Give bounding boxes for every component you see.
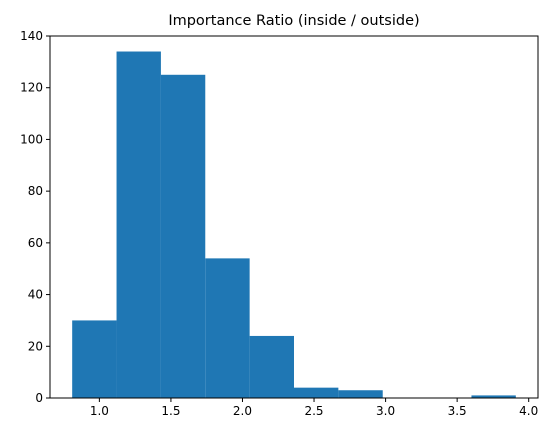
x-tick-label: 1.0 bbox=[90, 404, 109, 418]
y-tick-label: 60 bbox=[28, 236, 43, 250]
x-tick-label: 2.0 bbox=[233, 404, 252, 418]
histogram-bar bbox=[160, 74, 206, 399]
histogram-bar bbox=[249, 335, 294, 398]
histogram-bar bbox=[338, 390, 383, 398]
y-tick-label: 100 bbox=[20, 132, 43, 146]
histogram-bar bbox=[471, 395, 516, 398]
x-tick-label: 1.5 bbox=[161, 404, 180, 418]
x-axis: 1.0 1.5 2.0 2.5 3.0 3.5 4.0 bbox=[90, 398, 538, 418]
y-tick-label: 20 bbox=[28, 339, 43, 353]
x-tick-label: 3.5 bbox=[448, 404, 467, 418]
plot-frame bbox=[49, 35, 539, 399]
y-tick-label: 140 bbox=[20, 29, 43, 43]
x-tick-label: 3.0 bbox=[376, 404, 395, 418]
histogram-bar bbox=[294, 387, 339, 398]
x-tick-label: 2.5 bbox=[304, 404, 323, 418]
histogram-bar bbox=[205, 258, 250, 398]
y-axis: 0 20 40 60 80 100 120 140 bbox=[20, 29, 50, 405]
bars-group bbox=[72, 51, 516, 399]
chart-title: Importance Ratio (inside / outside) bbox=[168, 13, 419, 29]
histogram-bar bbox=[72, 320, 117, 398]
y-tick-label: 80 bbox=[28, 184, 43, 198]
y-tick-label: 0 bbox=[35, 391, 43, 405]
x-tick-label: 4.0 bbox=[519, 404, 538, 418]
histogram-bar bbox=[116, 51, 161, 399]
y-tick-label: 120 bbox=[20, 81, 43, 95]
y-tick-label: 40 bbox=[28, 288, 43, 302]
